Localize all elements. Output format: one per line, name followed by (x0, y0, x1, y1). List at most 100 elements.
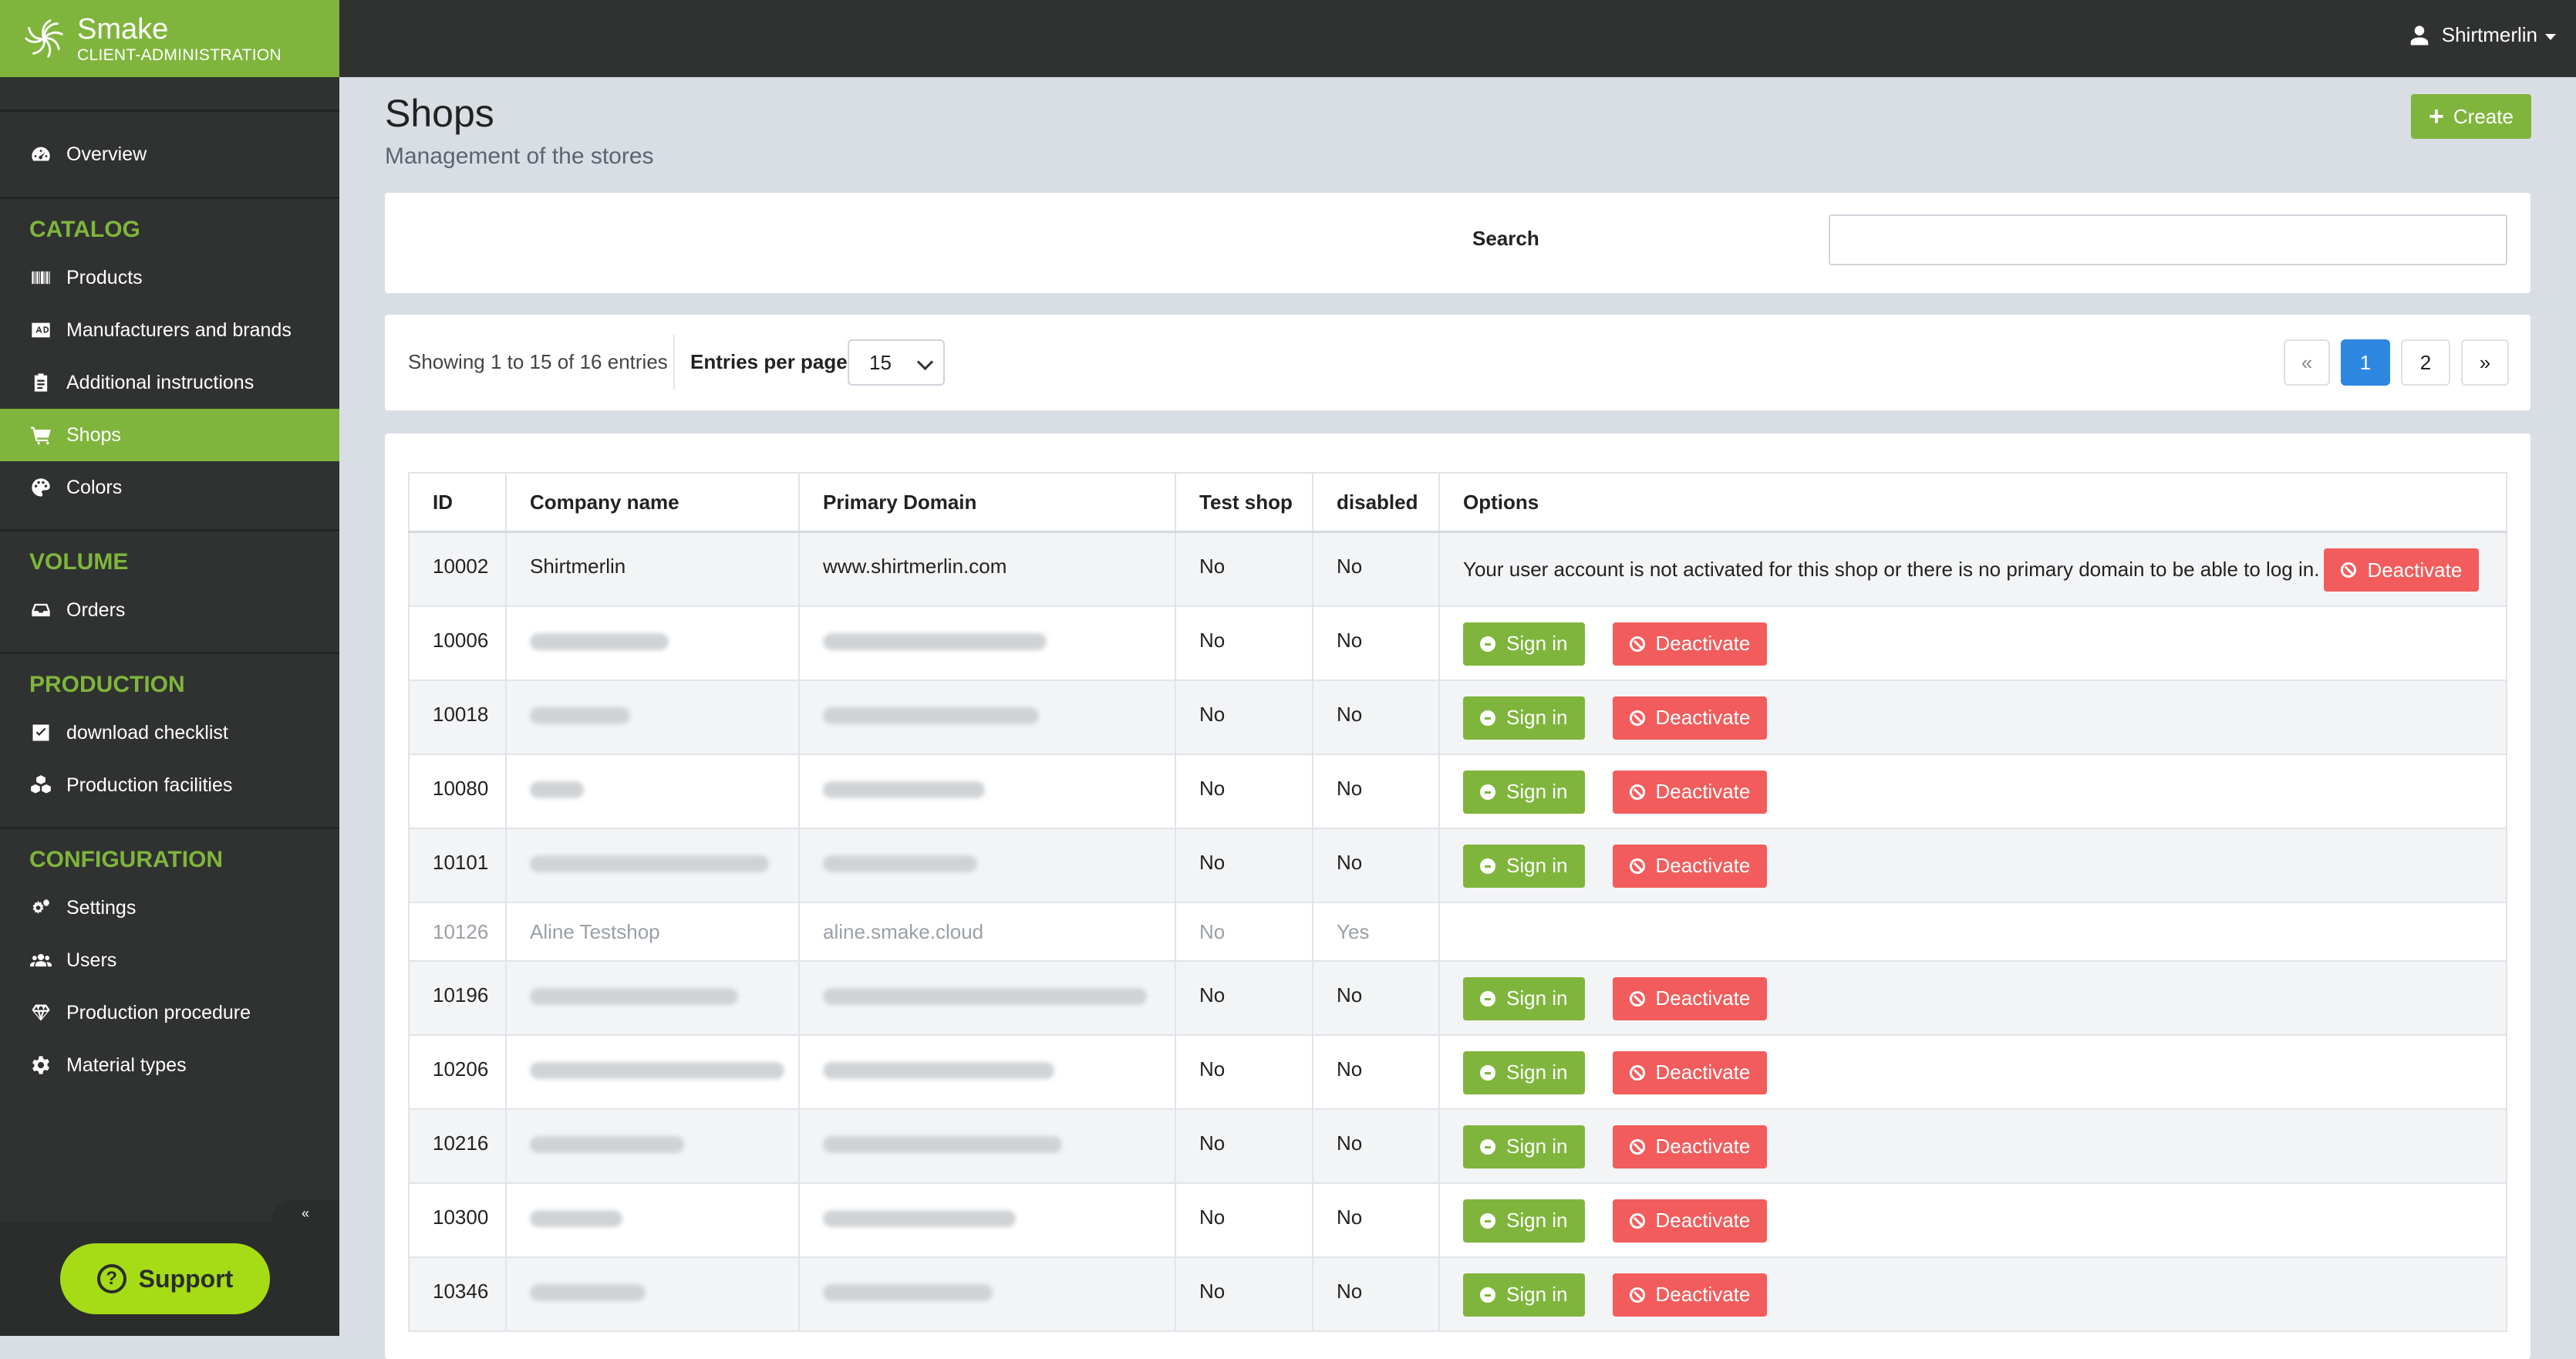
redacted-text (530, 1061, 784, 1079)
entries-per-page-value: 15 (869, 351, 892, 374)
table-row: 10206 No No Sign in Deactivate (408, 1034, 2507, 1110)
deactivate-button[interactable]: Deactivate (1612, 1199, 1768, 1243)
table-header-row: ID Company name Primary Domain Test shop… (408, 472, 2507, 533)
cell-company (505, 1034, 800, 1110)
sidebar-item-manufacturers[interactable]: Manufacturers and brands (0, 304, 339, 356)
cell-options: Your user account is not activated for t… (1438, 531, 2507, 607)
pagination-page-1[interactable]: 1 (2341, 339, 2390, 386)
no-access-notice: Your user account is not activated for t… (1463, 558, 2320, 581)
column-header-domain[interactable]: Primary Domain (798, 472, 1176, 533)
search-input[interactable] (1829, 214, 2507, 265)
deactivate-button[interactable]: Deactivate (1612, 622, 1768, 666)
cell-options: Sign in Deactivate (1438, 679, 2507, 755)
sign-in-button[interactable]: Sign in (1463, 1199, 1585, 1243)
deactivate-button[interactable]: Deactivate (1612, 844, 1768, 888)
cell-test-shop: No (1175, 959, 1313, 1036)
sidebar-item-additional-instructions[interactable]: Additional instructions (0, 356, 339, 409)
cell-test-shop: No (1175, 531, 1313, 607)
sidebar-item-production-facilities[interactable]: Production facilities (0, 759, 339, 811)
user-name: Shirtmerlin (2441, 23, 2537, 46)
search-card: Search (385, 193, 2530, 293)
column-header-test-shop[interactable]: Test shop (1175, 472, 1313, 533)
sidebar-item-production-procedure[interactable]: Production procedure (0, 986, 339, 1039)
sign-in-button[interactable]: Sign in (1463, 844, 1585, 888)
nav-section-production: PRODUCTION (29, 672, 185, 697)
sign-in-label: Sign in (1506, 854, 1568, 877)
cell-options: Sign in Deactivate (1438, 753, 2507, 829)
cell-test-shop: No (1175, 827, 1313, 903)
sign-in-button[interactable]: Sign in (1463, 1125, 1585, 1168)
sign-in-label: Sign in (1506, 1283, 1568, 1306)
sidebar-item-colors[interactable]: Colors (0, 461, 339, 514)
cell-disabled: No (1312, 1034, 1440, 1110)
cell-id: 10216 (408, 1108, 507, 1184)
column-header-company[interactable]: Company name (505, 472, 800, 533)
barcode-icon (29, 266, 52, 289)
brand-header[interactable]: Smake CLIENT-ADMINISTRATION (0, 0, 339, 77)
sign-in-button[interactable]: Sign in (1463, 622, 1585, 666)
sign-in-button[interactable]: Sign in (1463, 1050, 1585, 1094)
shops-table-card: ID Company name Primary Domain Test shop… (385, 433, 2530, 1359)
user-menu[interactable]: Shirtmerlin (2408, 23, 2556, 47)
column-header-disabled[interactable]: disabled (1312, 472, 1440, 533)
sidebar-item-shops[interactable]: Shops (0, 409, 339, 461)
sidebar-item-users[interactable]: Users (0, 934, 339, 986)
sign-in-button[interactable]: Sign in (1463, 976, 1585, 1020)
sidebar-item-settings[interactable]: Settings (0, 882, 339, 934)
support-button[interactable]: ? Support (60, 1243, 270, 1314)
pagination-prev[interactable]: « (2284, 339, 2330, 386)
pagination-page-2[interactable]: 2 (2401, 339, 2450, 386)
deactivate-label: Deactivate (2367, 558, 2463, 582)
table-row: 10346 No No Sign in Deactivate (408, 1256, 2507, 1332)
cell-test-shop: No (1175, 901, 1313, 962)
sidebar-item-products[interactable]: Products (0, 251, 339, 304)
deactivate-label: Deactivate (1655, 632, 1751, 655)
cell-id: 10006 (408, 605, 507, 681)
sidebar-collapse-button[interactable]: « (271, 1200, 339, 1222)
table-row: 10126 Aline Testshop aline.smake.cloud No Ye… (408, 901, 2507, 962)
sidebar-item-label: Production facilities (66, 774, 233, 796)
cell-disabled: No (1312, 753, 1440, 829)
sign-in-button[interactable]: Sign in (1463, 770, 1585, 814)
pagination-card: Showing 1 to 15 of 16 entries Entries pe… (385, 315, 2530, 410)
deactivate-button[interactable]: Deactivate (1612, 976, 1768, 1020)
brand-subtitle: CLIENT-ADMINISTRATION (77, 46, 282, 64)
cell-domain: www.shirtmerlin.com (798, 531, 1176, 607)
cell-id: 10126 (408, 901, 507, 962)
redacted-text (823, 1283, 993, 1301)
dashboard-icon (29, 143, 52, 166)
redacted-text (530, 706, 630, 724)
deactivate-button[interactable]: Deactivate (2324, 548, 2480, 592)
create-button[interactable]: + Create (2411, 94, 2531, 139)
cell-test-shop: No (1175, 1256, 1313, 1332)
cell-disabled: No (1312, 605, 1440, 681)
deactivate-button[interactable]: Deactivate (1612, 1273, 1768, 1317)
sign-in-icon (1480, 990, 1495, 1007)
sidebar-item-label: Colors (66, 476, 123, 498)
column-header-id[interactable]: ID (408, 472, 507, 533)
sidebar-item-overview[interactable]: Overview (0, 112, 339, 197)
sidebar-item-material-types[interactable]: Material types (0, 1039, 339, 1091)
deactivate-button[interactable]: Deactivate (1612, 1050, 1768, 1094)
sidebar-item-download-checklist[interactable]: download checklist (0, 706, 339, 759)
cell-domain (798, 679, 1176, 755)
table-body: 10002 Shirtmerlin www.shirtmerlin.com No No Y… (408, 531, 2507, 1332)
cell-domain (798, 1108, 1176, 1184)
deactivate-button[interactable]: Deactivate (1612, 770, 1768, 814)
sign-in-icon (1480, 784, 1495, 800)
cell-disabled: No (1312, 827, 1440, 903)
pagination-next[interactable]: » (2461, 339, 2509, 386)
sidebar-item-orders[interactable]: Orders (0, 584, 339, 636)
deactivate-button[interactable]: Deactivate (1612, 696, 1768, 740)
redacted-text (823, 781, 985, 798)
redacted-text (530, 987, 738, 1005)
gem-icon (29, 1001, 52, 1024)
table-row: 10196 No No Sign in Deactivate (408, 959, 2507, 1036)
cell-test-shop: No (1175, 1034, 1313, 1110)
chevron-down-icon (2545, 33, 2556, 40)
deactivate-button[interactable]: Deactivate (1612, 1125, 1768, 1168)
table-row: 10300 No No Sign in Deactivate (408, 1182, 2507, 1258)
sign-in-button[interactable]: Sign in (1463, 1273, 1585, 1317)
entries-per-page-select[interactable]: 15 (848, 339, 945, 386)
sign-in-button[interactable]: Sign in (1463, 696, 1585, 740)
